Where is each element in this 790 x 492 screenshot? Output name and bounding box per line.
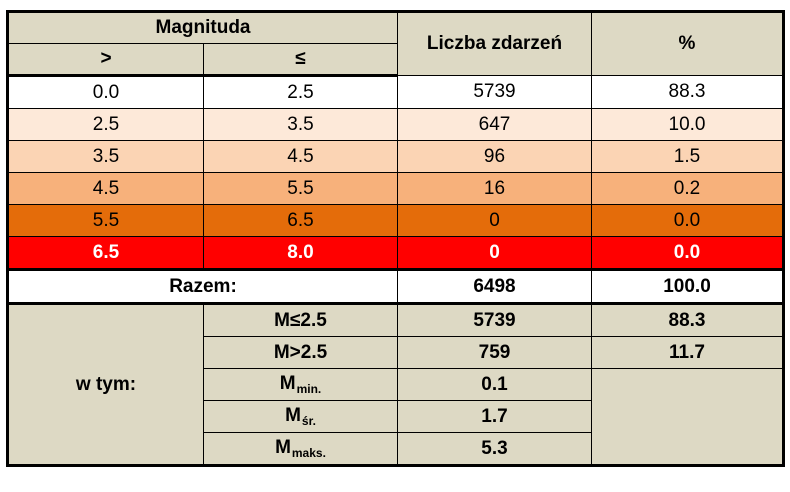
breakdown-label: w tym: — [7, 303, 204, 466]
percent-header: % — [591, 11, 784, 76]
range-to-cell: 6.5 — [203, 204, 398, 237]
subscript: śr. — [301, 414, 316, 428]
range-to-cell: 5.5 — [203, 172, 398, 205]
subscript: min. — [296, 382, 322, 396]
gt-header: > — [7, 43, 204, 77]
table-row: 6.5 8.0 0 0.0 — [7, 236, 784, 271]
range-to-cell: 4.5 — [203, 140, 398, 173]
range-from-cell: 3.5 — [7, 140, 204, 173]
total-percent: 100.0 — [591, 269, 784, 305]
subscript: maks. — [291, 446, 326, 460]
count-header: Liczba zdarzeń — [397, 11, 592, 76]
m-symbol: M — [275, 437, 291, 458]
table-row: 2.5 3.5 647 10.0 — [7, 108, 784, 141]
count-cell: 5739 — [397, 75, 592, 109]
percent-cell: 0.0 — [591, 204, 784, 237]
breakdown-item-value: 5.3 — [397, 432, 592, 466]
breakdown-item-percent: 88.3 — [591, 303, 784, 337]
breakdown-item-label: Mmaks. — [203, 432, 398, 466]
breakdown-item-value: 5739 — [397, 303, 592, 337]
range-from-cell: 2.5 — [7, 108, 204, 141]
breakdown-row: Mmaks. 5.3 — [8, 432, 784, 466]
range-to-cell: 8.0 — [203, 236, 398, 271]
table-row: 4.5 5.5 16 0.2 — [7, 172, 784, 205]
m-symbol: M — [279, 373, 296, 394]
breakdown-item-percent: 11.7 — [591, 336, 784, 369]
count-cell: 16 — [397, 172, 592, 205]
total-count: 6498 — [397, 269, 592, 305]
breakdown-item-value: 1.7 — [397, 400, 592, 433]
count-cell: 0 — [397, 204, 592, 237]
breakdown-item-label: M>2.5 — [203, 336, 398, 369]
range-from-cell: 6.5 — [7, 236, 204, 271]
percent-cell: 0.2 — [591, 172, 784, 205]
breakdown-item-label: M≤2.5 — [203, 303, 398, 337]
table-row: 3.5 4.5 96 1.5 — [7, 140, 784, 173]
breakdown-row: Mśr. 1.7 — [8, 400, 784, 433]
count-cell: 0 — [397, 236, 592, 271]
range-to-cell: 3.5 — [203, 108, 398, 141]
total-row: Razem: 6498 100.0 — [7, 269, 784, 305]
percent-cell: 1.5 — [591, 140, 784, 173]
breakdown-row: M>2.5 759 11.7 — [8, 336, 784, 369]
percent-cell: 0.0 — [591, 236, 784, 271]
breakdown-item-value: 0.1 — [397, 368, 592, 401]
breakdown-item-label: Mmin. — [203, 368, 398, 401]
count-cell: 96 — [397, 140, 592, 173]
range-from-cell: 4.5 — [7, 172, 204, 205]
percent-cell: 88.3 — [591, 75, 784, 109]
range-from-cell: 0.0 — [7, 75, 204, 109]
percent-cell: 10.0 — [591, 108, 784, 141]
count-cell: 647 — [397, 108, 592, 141]
m-symbol: M — [285, 405, 301, 426]
breakdown-row: Mmin. 0.1 — [8, 368, 784, 466]
magnitude-header: Magnituda — [7, 11, 398, 44]
breakdown-item-value: 759 — [397, 336, 592, 369]
table-row: 5.5 6.5 0 0.0 — [7, 204, 784, 237]
le-header: ≤ — [203, 43, 398, 77]
range-from-cell: 5.5 — [7, 204, 204, 237]
breakdown-item-label: Mśr. — [203, 400, 398, 433]
range-to-cell: 2.5 — [203, 75, 398, 109]
magnitude-table: Magnituda Liczba zdarzeń % > ≤ 0.0 2.5 5… — [6, 10, 785, 467]
total-label: Razem: — [7, 269, 398, 305]
table-row: 0.0 2.5 5739 88.3 — [7, 75, 784, 109]
empty-cell — [591, 368, 784, 466]
breakdown-row: w tym: M≤2.5 5739 88.3 — [7, 303, 784, 466]
